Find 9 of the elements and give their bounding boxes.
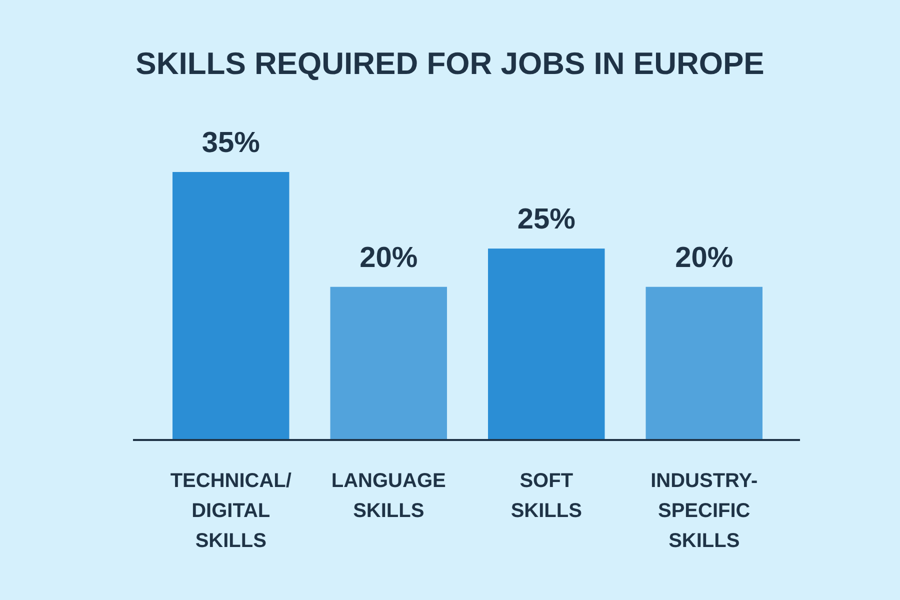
data-label: 20% <box>675 242 734 274</box>
x-tick-label: SOFT SKILLS <box>510 470 582 522</box>
chart-title: SKILLS REQUIRED FOR JOBS IN EUROPE <box>136 46 764 81</box>
x-tick-label: TECHNICAL/ DIGITAL SKILLS <box>170 470 292 552</box>
data-label: 35% <box>202 127 260 159</box>
data-label: 20% <box>360 242 418 274</box>
data-label: 25% <box>517 204 576 236</box>
x-tick-label: LANGUAGE SKILLS <box>331 470 446 522</box>
x-tick-label: INDUSTRY- SPECIFIC SKILLS <box>650 470 758 552</box>
